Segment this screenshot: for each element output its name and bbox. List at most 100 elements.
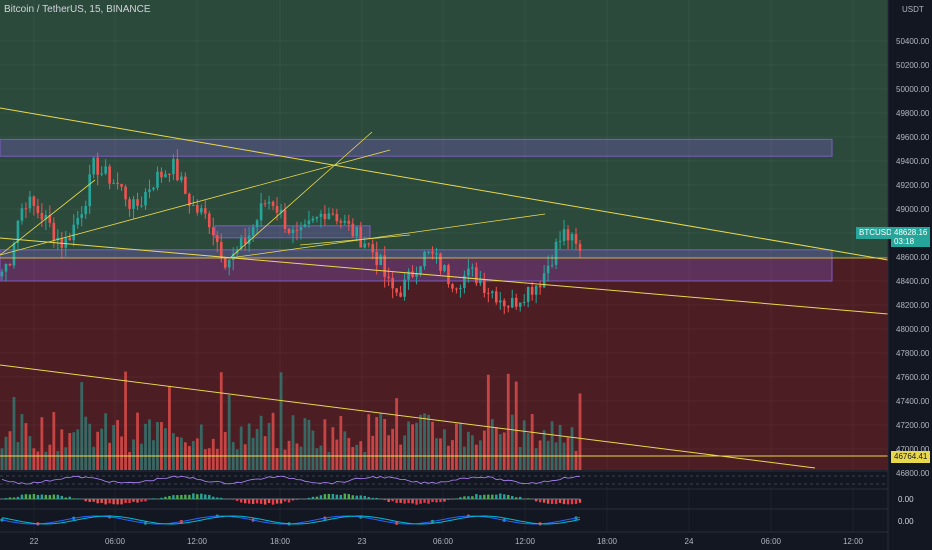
- candle-body: [423, 251, 426, 267]
- fan-line-2[interactable]: [0, 149, 391, 256]
- volume-bar: [72, 432, 76, 470]
- histogram-bar: [124, 499, 127, 503]
- histogram-bar: [554, 499, 558, 505]
- volume-bar: [486, 374, 490, 470]
- volume-bar: [203, 449, 207, 470]
- candle-body: [311, 218, 315, 221]
- histogram-bar: [566, 499, 570, 505]
- histogram-bar: [64, 497, 67, 499]
- candle-body: [44, 215, 48, 220]
- histogram-bar: [212, 496, 215, 499]
- histogram-bar: [419, 499, 422, 504]
- histogram-bar: [96, 499, 99, 504]
- candle-body: [100, 173, 103, 175]
- volume-bar: [68, 433, 72, 470]
- histogram-bar: [279, 499, 283, 504]
- histogram-bar: [28, 494, 32, 499]
- volume-bar: [558, 424, 562, 470]
- histogram-bar: [503, 494, 506, 499]
- time-tick-label: 12:00: [187, 537, 208, 546]
- indicator-panes: [0, 470, 888, 526]
- time-axis-bg: [0, 532, 932, 550]
- volume-bar: [275, 448, 279, 470]
- candle-body: [148, 189, 151, 192]
- candle-body: [144, 191, 147, 206]
- histogram-bar: [291, 499, 295, 501]
- candle-body: [494, 291, 498, 303]
- volume-bar: [4, 436, 8, 470]
- volume-bar: [427, 414, 430, 470]
- oscillator-line: [1, 475, 581, 485]
- histogram-bar: [295, 499, 299, 500]
- histogram-bar: [427, 499, 430, 504]
- volume-trendline[interactable]: [0, 364, 816, 469]
- histogram-bar: [251, 499, 255, 504]
- histogram-bar: [68, 496, 71, 499]
- countdown-value: 03:18: [894, 237, 915, 246]
- last-price-value: 48628.16: [894, 228, 928, 237]
- volume-bar: [391, 428, 395, 470]
- histogram-bar: [487, 494, 490, 499]
- candle-body: [351, 223, 355, 237]
- volume-bar: [28, 436, 32, 470]
- candle-body: [116, 182, 119, 185]
- candle-body: [427, 251, 430, 253]
- volume-bar: [104, 413, 108, 470]
- histogram-bar: [311, 496, 315, 499]
- lower-trendline[interactable]: [0, 237, 889, 315]
- currency-label: USDT: [902, 5, 924, 14]
- volume-bar: [482, 430, 486, 470]
- candle-body: [431, 251, 434, 254]
- histogram-bar: [4, 498, 8, 499]
- histogram-bar: [315, 496, 319, 499]
- volume-bar: [156, 421, 159, 470]
- candle-body: [530, 286, 534, 295]
- candle-body: [132, 199, 135, 209]
- candle-body: [172, 158, 175, 175]
- candle-body: [375, 252, 379, 266]
- candle-body: [578, 243, 582, 251]
- upper-trendline[interactable]: [0, 107, 889, 261]
- candle-body: [335, 213, 339, 222]
- candle-body: [383, 255, 386, 277]
- time-tick-label: 23: [358, 537, 367, 546]
- ray-line[interactable]: [299, 234, 411, 246]
- volume-bar: [443, 429, 446, 470]
- volume-bar: [136, 412, 139, 470]
- histogram-bar: [515, 497, 518, 499]
- volume-bar: [128, 451, 131, 470]
- volume-bar: [24, 423, 28, 470]
- volume-bars: [0, 371, 582, 470]
- histogram-bar: [323, 494, 327, 499]
- histogram-bar: [243, 499, 247, 504]
- histogram-bar: [160, 497, 163, 499]
- histogram-bar: [327, 493, 331, 499]
- volume-bar: [179, 437, 183, 470]
- histogram-bar: [76, 498, 79, 499]
- price-tick-label: 49600.00: [896, 133, 930, 142]
- histogram-bar: [431, 499, 434, 503]
- candle-body: [291, 229, 295, 234]
- candle-body: [307, 220, 311, 225]
- fan-line-3[interactable]: [229, 131, 373, 259]
- candle-body: [566, 229, 570, 241]
- histogram-bar: [447, 499, 450, 500]
- volume-bar: [439, 438, 442, 470]
- histogram-bar: [403, 499, 406, 504]
- candle-body: [327, 213, 331, 220]
- fan-line-4[interactable]: [229, 213, 546, 259]
- candle-body: [487, 292, 490, 294]
- histogram-bar: [383, 499, 386, 501]
- histogram-bar: [8, 497, 12, 499]
- price-axis-bg[interactable]: [888, 0, 932, 532]
- volume-bar: [498, 434, 502, 470]
- volume-bar: [207, 448, 211, 470]
- candle-body: [343, 220, 347, 223]
- histogram-bar: [359, 495, 362, 499]
- histogram-bar: [204, 494, 207, 499]
- volume-bar: [367, 414, 371, 470]
- histogram-bar: [411, 499, 414, 504]
- fan-line-1[interactable]: [0, 179, 96, 256]
- volume-bar: [247, 423, 251, 470]
